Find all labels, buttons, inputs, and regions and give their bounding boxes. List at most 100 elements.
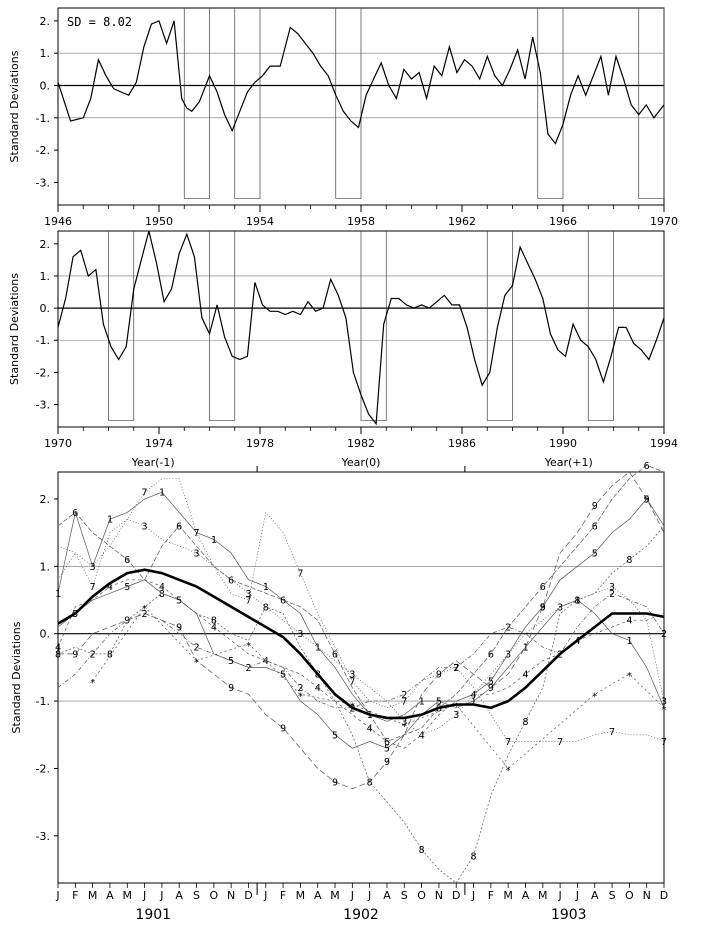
series-marker-5: 5	[592, 548, 598, 559]
month-label: A	[591, 889, 599, 902]
event-box	[108, 231, 135, 421]
series-marker-6: 6	[644, 461, 650, 472]
event-box	[486, 231, 513, 421]
series-marker-7: 7	[349, 676, 355, 687]
month-label: N	[227, 889, 235, 902]
series-marker-4: 4	[419, 730, 425, 741]
series-line-1	[57, 491, 665, 722]
x-tick-label: 1946	[44, 215, 72, 228]
series-marker-9: 9	[644, 494, 650, 505]
asterisk-marker: *	[626, 671, 632, 682]
y-tick-label: -3.	[36, 830, 50, 843]
series-marker-4: 4	[211, 622, 217, 633]
month-label: M	[88, 889, 98, 902]
year-label: 1902	[343, 907, 379, 923]
series-marker-1: 1	[211, 535, 217, 546]
series-marker-7: 7	[505, 737, 511, 748]
month-label: M	[330, 889, 340, 902]
month-label: F	[488, 889, 494, 902]
series-marker-4: 4	[263, 656, 269, 667]
series-marker-3: 3	[90, 562, 96, 573]
series-marker-5: 5	[488, 676, 494, 687]
month-label: O	[209, 889, 218, 902]
y-tick-label: 0.	[40, 628, 51, 641]
series-marker-1: 1	[626, 636, 632, 647]
series-line-6	[57, 464, 665, 742]
series-marker-9: 9	[280, 724, 286, 735]
series-marker-7: 7	[609, 727, 615, 738]
event-box	[638, 8, 665, 199]
month-label: O	[625, 889, 634, 902]
series-marker-5: 5	[644, 494, 650, 505]
month-label: D	[452, 889, 460, 902]
x-tick-label: 1994	[650, 437, 678, 450]
series-marker-9: 9	[72, 649, 78, 660]
series-marker-3: 3	[505, 649, 511, 660]
series-marker-5: 5	[228, 656, 234, 667]
y-tick-label: 1.	[40, 270, 51, 283]
composite-mean-line	[57, 568, 665, 720]
series-marker-3: 3	[245, 589, 251, 600]
series-marker-3: 3	[193, 548, 199, 559]
series-marker-7: 7	[193, 528, 199, 539]
series-marker-8: 8	[263, 602, 269, 613]
event-box	[183, 8, 210, 199]
series-marker-7: 7	[142, 488, 148, 499]
panel-1946-1970: 2. 1. 0. -1. -2. -3. Standard Deviations 1946 19…	[8, 7, 678, 228]
plot-frame	[57, 471, 665, 884]
month-label: A	[522, 889, 530, 902]
series-line-9	[58, 471, 665, 790]
series-marker-4: 4	[626, 616, 632, 627]
x-tick-label: 1958	[347, 215, 375, 228]
series-marker-4: 4	[522, 670, 528, 681]
month-label: A	[383, 889, 391, 902]
series-marker-6: 6	[488, 649, 494, 660]
y-tick-label: -3.	[36, 399, 50, 412]
series-marker-7: 7	[557, 737, 563, 748]
sd-annotation: SD = 8.02	[67, 15, 132, 29]
series-marker-9: 9	[540, 602, 546, 613]
series-marker-8: 8	[367, 777, 373, 788]
series-line-3	[57, 518, 665, 736]
y-tick-label: -1.	[36, 334, 50, 347]
series-marker-4: 4	[471, 690, 477, 701]
x-tick-label: 1966	[549, 215, 577, 228]
series-marker-1: 1	[471, 697, 477, 708]
y-tick-label: -1.	[36, 112, 50, 125]
month-label: N	[643, 889, 651, 902]
event-box	[360, 231, 387, 421]
asterisk-marker: *	[592, 691, 598, 702]
series-marker-3: 3	[349, 670, 355, 681]
series-marker-4: 4	[315, 683, 321, 694]
series-marker-8: 8	[419, 845, 425, 856]
series-marker-9: 9	[332, 777, 338, 788]
series-marker-3: 3	[557, 602, 563, 613]
month-label: M	[538, 889, 548, 902]
series-marker-6: 6	[124, 555, 130, 566]
month-label: D	[660, 889, 668, 902]
series-marker-6: 6	[176, 521, 182, 532]
series-marker-1: 1	[159, 488, 165, 499]
asterisk-marker: *	[245, 641, 251, 652]
series-marker-7: 7	[245, 596, 251, 607]
asterisk-marker: *	[453, 701, 459, 712]
month-label: J	[55, 889, 59, 902]
series-line-5	[57, 498, 665, 749]
series-marker-8: 8	[626, 555, 632, 566]
series-marker-8: 8	[471, 852, 477, 863]
x-tick-label: 1962	[448, 215, 476, 228]
series-marker-7: 7	[401, 697, 407, 708]
x-tick-label: 1970	[44, 437, 72, 450]
series-marker-2: 2	[609, 589, 615, 600]
month-label: J	[557, 889, 561, 902]
x-tick-label: 1978	[246, 437, 274, 450]
series-marker-2: 2	[245, 663, 251, 674]
series-marker-6: 6	[228, 575, 234, 586]
x-tick-label: 1986	[448, 437, 476, 450]
series-marker-3: 3	[297, 629, 303, 640]
series-line-8	[57, 525, 665, 884]
series-marker-1: 1	[522, 643, 528, 654]
series-marker-8: 8	[159, 589, 165, 600]
month-label: J	[142, 889, 146, 902]
year-label: 1903	[551, 907, 587, 923]
